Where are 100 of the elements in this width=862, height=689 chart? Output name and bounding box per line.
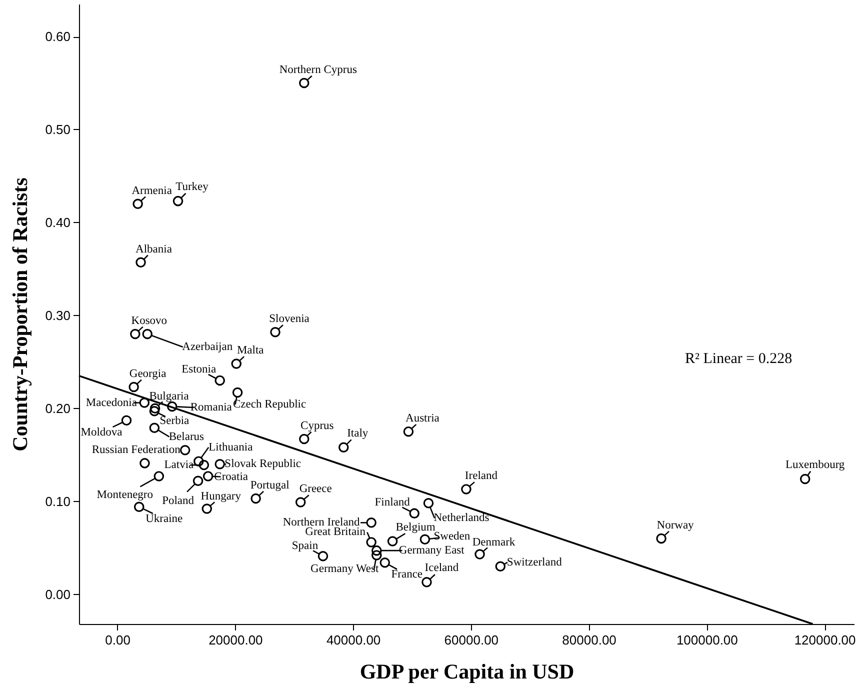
y-tick-label: 0.20 — [45, 400, 70, 416]
annotation: Sweden — [434, 530, 470, 542]
annotation: Spain — [292, 540, 318, 552]
point — [366, 537, 376, 548]
annotation: Kosovo — [131, 314, 168, 327]
point — [132, 198, 143, 209]
x-tick-label: 80000.00 — [562, 632, 616, 648]
annotation: Georgia — [129, 368, 166, 380]
y-tick-label: 0.60 — [45, 29, 70, 44]
annotation: Slovak Republic — [224, 458, 302, 470]
y-tick-label: 0.00 — [45, 586, 70, 602]
point — [338, 442, 349, 453]
annotation: Turkey — [176, 181, 209, 194]
annotation: Serbia — [160, 415, 190, 428]
annotation: Estonia — [182, 363, 216, 376]
annotation: France — [391, 568, 423, 581]
annotation: Moldova — [80, 426, 122, 438]
annotation: Macedonia — [86, 396, 137, 409]
point — [656, 533, 666, 544]
annotation: Netherlands — [434, 512, 490, 524]
x-tick-label: 0.00 — [105, 632, 130, 648]
point — [140, 458, 150, 468]
x-tick-label: 40000.00 — [326, 632, 381, 648]
annotation: Russian Federation — [92, 444, 181, 456]
annotation: Lithuania — [208, 441, 253, 454]
x-tick-label: 60000.00 — [444, 632, 499, 648]
annotation: Norway — [656, 519, 694, 532]
point — [461, 484, 472, 494]
annotation: Luxembourg — [785, 458, 845, 471]
y-tick-label: 0.30 — [45, 308, 70, 323]
point — [495, 561, 506, 572]
point — [150, 403, 160, 414]
point — [371, 550, 382, 560]
point — [299, 434, 310, 444]
y-axis-title: Country-Proportion of Racists — [8, 178, 32, 452]
annotation: Portugal — [250, 480, 290, 492]
annotation: Switzerland — [506, 556, 562, 568]
annotation: Finland — [374, 496, 410, 508]
annotation: Latvia — [164, 459, 194, 472]
point — [136, 257, 146, 268]
point — [366, 518, 376, 528]
point — [154, 471, 164, 482]
annotation: Greece — [299, 483, 332, 496]
point — [180, 445, 190, 456]
point — [231, 358, 242, 369]
annotation: Croatia — [214, 471, 248, 484]
point — [232, 387, 243, 398]
point — [250, 493, 261, 504]
point — [192, 476, 204, 486]
point — [270, 327, 280, 338]
annotation: Albania — [136, 243, 172, 256]
annotation: Italy — [347, 427, 368, 440]
point — [214, 375, 225, 386]
annotation: Poland — [162, 494, 194, 507]
point — [172, 196, 184, 206]
annotation: Ukraine — [146, 512, 183, 525]
point — [295, 497, 306, 508]
point — [121, 415, 132, 426]
point — [198, 460, 210, 470]
annotation: Slovenia — [269, 313, 310, 326]
x-tick-label: 120000.00 — [794, 632, 856, 648]
annotation: Hungary — [200, 490, 242, 503]
annotation: Germany West — [310, 563, 380, 576]
x-tick-label: 100000.00 — [676, 632, 738, 648]
point — [202, 504, 212, 514]
point — [128, 382, 139, 392]
point — [423, 498, 434, 508]
point — [474, 549, 485, 560]
point — [139, 398, 150, 408]
annotation: Iceland — [424, 562, 459, 574]
point — [130, 328, 140, 340]
annotation: Montenegro — [96, 489, 154, 502]
annotation: Romania — [190, 401, 232, 414]
point — [800, 474, 810, 484]
y-tick-label: 0.10 — [45, 494, 70, 509]
annotation: R² Linear = 0.228 — [685, 351, 792, 367]
point — [403, 426, 414, 437]
y-tick-label: 0.40 — [45, 214, 70, 230]
annotation: Azerbaijan — [182, 340, 233, 353]
annotation: Armenia — [132, 184, 172, 197]
annotation: Cyprus — [300, 420, 334, 432]
point — [409, 508, 420, 519]
annotation: Belarus — [168, 430, 205, 443]
point — [318, 551, 328, 562]
y-tick-label: 0.50 — [45, 122, 70, 137]
annotation: Northern Cyprus — [279, 64, 358, 76]
point — [422, 577, 432, 588]
point — [299, 78, 310, 88]
x-tick-label: 20000.00 — [208, 632, 263, 648]
x-axis-title: GDP per Capita in USD — [360, 660, 574, 684]
annotation: Germany East — [398, 544, 466, 557]
annotation: Bulgaria — [149, 390, 189, 402]
annotation: Czech Republic — [232, 398, 306, 411]
point — [214, 459, 225, 470]
annotation: Denmark — [472, 536, 516, 548]
annotation: Austria — [406, 412, 440, 425]
point — [194, 456, 204, 466]
annotation: Malta — [236, 344, 264, 357]
annotation: Great Britain — [305, 526, 366, 538]
annotation: Belgium — [396, 521, 436, 534]
